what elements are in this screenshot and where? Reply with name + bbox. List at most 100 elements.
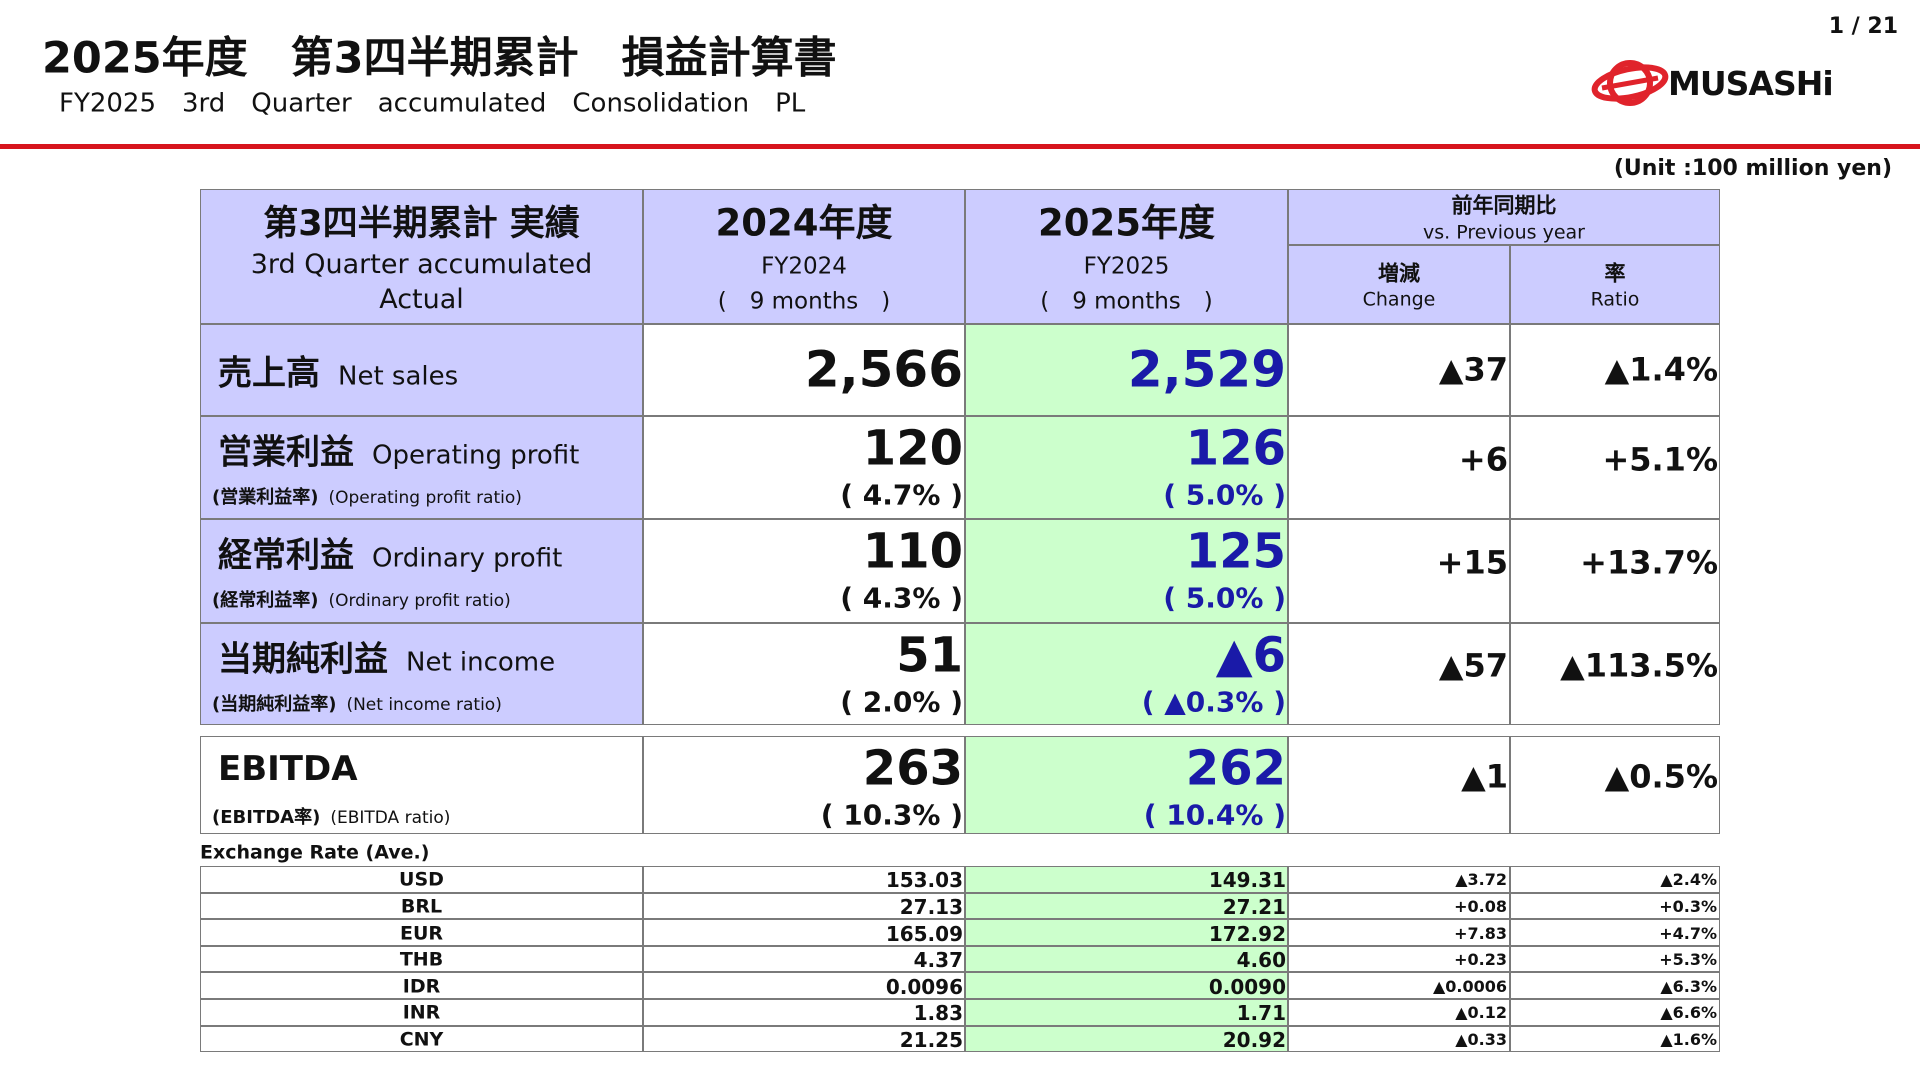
row-label-ja: 営業利益 xyxy=(218,432,354,473)
fx-rate: 0.0090 xyxy=(1208,974,1286,999)
table-cell xyxy=(965,866,1288,893)
table-cell xyxy=(643,189,965,324)
column-header-sub: Ratio xyxy=(1590,288,1640,311)
table-cell xyxy=(643,945,965,973)
row-label-ja: 売上高 xyxy=(218,353,320,394)
row-sublabel-en: (Ordinary profit ratio) xyxy=(328,591,511,611)
table-cell xyxy=(965,623,1288,725)
table-cell xyxy=(965,324,1288,416)
table-cell xyxy=(1510,866,1720,893)
table-cell xyxy=(200,416,643,519)
change-ratio: ▲113.5% xyxy=(1560,646,1718,685)
value: ▲6 xyxy=(1215,627,1286,684)
fx-rate: 1.83 xyxy=(913,1001,963,1026)
table-cell xyxy=(965,919,1288,946)
column-header: 率 xyxy=(1604,261,1626,286)
page-title: 2025年度 第3四半期累計 損益計算書 xyxy=(42,33,837,84)
fx-ratio: ▲2.4% xyxy=(1660,870,1717,890)
fx-ratio: +0.3% xyxy=(1659,897,1717,917)
fx-change: +0.23 xyxy=(1454,950,1507,970)
row-label-en: Operating profit xyxy=(372,440,580,471)
page-subtitle: FY2025 3rd Quarter accumulated Consolida… xyxy=(59,88,806,119)
column-header-sub: Change xyxy=(1362,288,1436,311)
table-cell xyxy=(200,1025,643,1053)
change: ▲37 xyxy=(1438,350,1508,389)
table-cell xyxy=(643,892,965,920)
value: 126 xyxy=(1185,420,1286,477)
row-label: 売上高 Net sales xyxy=(218,346,458,395)
row-sublabel-ja: (EBITDA率) xyxy=(212,807,321,828)
fx-rate: 4.60 xyxy=(1236,948,1286,973)
fx-rate: 0.0096 xyxy=(885,974,963,999)
value: 263 xyxy=(862,740,963,797)
column-header-sub: FY2024 xyxy=(761,253,847,280)
value-ratio: ( 5.0% ) xyxy=(1163,478,1286,512)
row-label-en: Net sales xyxy=(338,361,459,392)
row-sublabel-en: (EBITDA ratio) xyxy=(330,808,451,828)
table-cell xyxy=(965,1025,1288,1053)
fx-rate: 27.21 xyxy=(1222,894,1286,919)
fx-change: +7.83 xyxy=(1454,923,1507,943)
row-label-ja: 経常利益 xyxy=(218,535,354,576)
row-label-en: Net income xyxy=(406,647,556,678)
fx-rate: 153.03 xyxy=(885,868,963,893)
table-cell xyxy=(643,416,965,519)
table-cell xyxy=(643,324,965,416)
row-label-ja: 当期純利益 xyxy=(218,639,388,680)
value: 110 xyxy=(862,523,963,580)
row-sublabel-en: (Operating profit ratio) xyxy=(328,488,522,508)
column-header: 2025年度 xyxy=(1038,201,1215,245)
table-cell xyxy=(1288,623,1510,725)
table-cell xyxy=(200,189,643,324)
value-ratio: ( 4.7% ) xyxy=(840,478,963,512)
fx-change: ▲0.12 xyxy=(1455,1003,1507,1023)
change-ratio: ▲1.4% xyxy=(1604,350,1718,389)
value-ratio: ( ▲0.3% ) xyxy=(1141,685,1286,719)
value: 2,566 xyxy=(804,340,963,399)
row-label-en: Ordinary profit xyxy=(372,543,563,574)
change-ratio: +13.7% xyxy=(1580,543,1718,582)
fx-change: ▲3.72 xyxy=(1455,870,1507,890)
table-cell xyxy=(965,189,1288,324)
column-header-sub: ( 9 months ) xyxy=(1040,288,1213,315)
value-ratio: ( 10.3% ) xyxy=(820,798,963,832)
header-rule xyxy=(0,144,1920,149)
fx-title: Exchange Rate (Ave.) xyxy=(200,841,430,864)
change: +6 xyxy=(1458,439,1508,478)
fx-change: ▲0.33 xyxy=(1455,1030,1507,1050)
currency: IDR xyxy=(402,975,441,998)
fx-ratio: ▲6.6% xyxy=(1660,1003,1717,1023)
fx-ratio: +5.3% xyxy=(1659,950,1717,970)
unit-note: (Unit :100 million yen) xyxy=(1613,155,1892,181)
currency: THB xyxy=(399,948,444,971)
row-sublabel: (当期純利益率) (Net income ratio) xyxy=(212,690,502,716)
row-sublabel-ja: (経常利益率) xyxy=(212,590,319,611)
table-cell xyxy=(643,736,965,834)
table-cell xyxy=(1288,1025,1510,1053)
value: 125 xyxy=(1185,523,1286,580)
value: 262 xyxy=(1185,740,1286,797)
row-label: EBITDA xyxy=(218,749,358,789)
table-cell xyxy=(1510,972,1720,999)
table-cell xyxy=(643,919,965,946)
logo-text: MUSASHi xyxy=(1668,63,1834,103)
fx-rate: 4.37 xyxy=(913,948,963,973)
column-header: 前年同期比 xyxy=(1451,193,1557,218)
table-cell xyxy=(200,519,643,623)
fx-rate: 1.71 xyxy=(1236,1001,1286,1026)
table-cell xyxy=(1510,999,1720,1026)
table-cell xyxy=(1510,623,1720,725)
value: 2,529 xyxy=(1127,340,1286,399)
column-header-sub: FY2025 xyxy=(1083,253,1170,280)
fx-rate: 27.13 xyxy=(899,894,963,919)
table-cell xyxy=(965,519,1288,623)
row-sublabel-en: (Net income ratio) xyxy=(346,695,502,715)
table-cell xyxy=(1288,245,1510,324)
currency: INR xyxy=(402,1001,441,1024)
value-ratio: ( 2.0% ) xyxy=(840,685,963,719)
table-cell xyxy=(200,866,643,893)
column-header: 増減 xyxy=(1378,261,1420,286)
change: +15 xyxy=(1436,543,1508,582)
table-cell xyxy=(643,519,965,623)
fx-ratio: ▲6.3% xyxy=(1660,976,1717,996)
